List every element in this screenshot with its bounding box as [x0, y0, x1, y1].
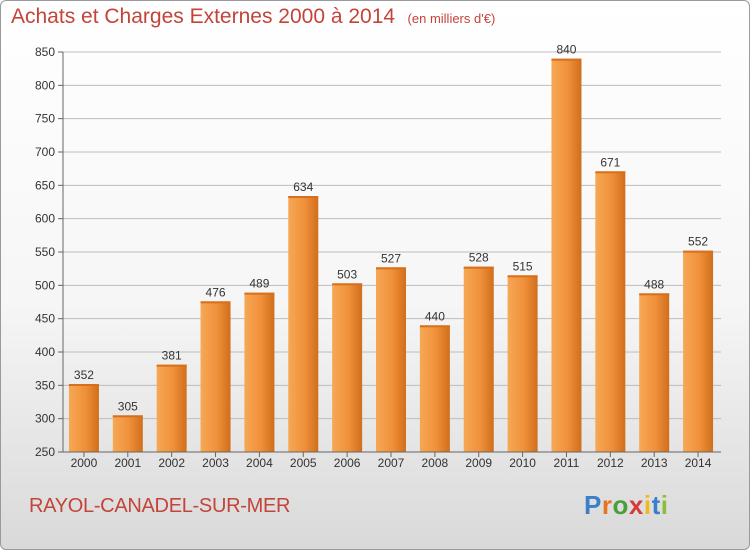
- x-tick-label: 2013: [641, 456, 668, 470]
- y-tick-label: 450: [35, 312, 55, 326]
- bar-2003: [200, 301, 231, 452]
- value-labels: 352 305 381 476 489 634 503 527 440 528 515 840 671 4…: [74, 43, 708, 414]
- chart-title-block: Achats et Charges Externes 2000 à 2014 (…: [11, 5, 495, 29]
- bar-top-edge: [376, 267, 406, 270]
- logo-letter: P: [584, 490, 602, 520]
- bar-2007: [376, 267, 406, 452]
- value-label-2009: 528: [469, 251, 489, 265]
- x-tick-label: 2010: [509, 456, 536, 470]
- logo-letter: t: [651, 490, 661, 520]
- y-tick-label: 800: [35, 78, 55, 92]
- bar-top-edge: [683, 250, 714, 253]
- x-tick-label: 2005: [290, 456, 317, 470]
- y-tick-label: 550: [35, 245, 55, 259]
- bar-2005: [288, 196, 319, 452]
- place-name: RAYOL-CANADEL-SUR-MER: [29, 495, 291, 517]
- bar-top-edge: [595, 171, 626, 174]
- x-tick-label: 2014: [685, 456, 712, 470]
- bar-top-edge: [419, 325, 450, 328]
- bars: [68, 58, 714, 453]
- bar-2013: [639, 293, 670, 452]
- bar-2014: [683, 250, 714, 452]
- y-tick-label: 600: [35, 212, 55, 226]
- bar-2009: [463, 266, 494, 452]
- y-tick-label: 750: [35, 112, 55, 126]
- bar-top-edge: [639, 293, 670, 296]
- logo-letter: r: [601, 490, 613, 520]
- x-tick-label: 2002: [158, 456, 185, 470]
- value-label-2008: 440: [425, 309, 445, 323]
- bar-top-edge: [200, 301, 231, 304]
- bar-top-edge: [288, 196, 319, 198]
- bar-top-edge: [332, 283, 363, 286]
- value-label-2006: 503: [337, 267, 357, 281]
- logo-letter: x: [628, 490, 644, 520]
- y-tick-label: 700: [35, 145, 55, 159]
- y-tick-label: 500: [35, 278, 55, 292]
- x-tick-label: 2003: [202, 456, 229, 470]
- logo-letter: o: [612, 490, 629, 520]
- x-tick-label: 2012: [597, 456, 624, 470]
- value-label-2002: 381: [162, 349, 182, 363]
- bar-2002: [156, 364, 187, 452]
- bar-2001: [112, 415, 143, 452]
- value-label-2005: 634: [293, 180, 313, 194]
- value-label-2011: 840: [556, 43, 576, 57]
- value-label-2003: 476: [206, 285, 226, 299]
- value-label-2001: 305: [118, 399, 138, 413]
- chart-title: Achats et Charges Externes 2000 à 2014: [11, 5, 396, 28]
- value-label-2000: 352: [74, 368, 94, 382]
- value-label-2014: 552: [688, 235, 708, 249]
- y-tick-label: 400: [35, 345, 55, 359]
- x-tick-label: 2009: [465, 456, 492, 470]
- bar-2006: [332, 283, 363, 452]
- y-tick-label: 250: [35, 445, 55, 459]
- bar-top-edge: [112, 415, 143, 418]
- bar-top-edge: [551, 58, 582, 61]
- bar-top-edge: [68, 384, 99, 386]
- x-tick-label: 2011: [554, 456, 580, 470]
- y-tick-label: 300: [35, 412, 55, 426]
- bar-2008: [419, 325, 450, 452]
- logo-letter: i: [643, 490, 652, 520]
- y-tick-label: 850: [35, 45, 55, 59]
- bar-chart: 250300350400450500550600650700750800850 …: [35, 43, 721, 470]
- y-tick-label: 650: [35, 178, 55, 192]
- bar-top-edge: [463, 266, 494, 269]
- bar-top-edge: [244, 292, 275, 295]
- value-label-2007: 527: [381, 251, 401, 265]
- x-tick-label: 2001: [114, 456, 141, 470]
- bar-2012: [595, 171, 626, 453]
- logo-letter: i: [660, 490, 669, 520]
- x-tick-label: 2006: [334, 456, 361, 470]
- value-label-2010: 515: [513, 259, 533, 273]
- bar-top-edge: [156, 364, 187, 367]
- chart-subtitle: (en milliers d'€): [407, 11, 496, 26]
- x-tick-label: 2000: [71, 456, 98, 470]
- x-axis: 2000 2001 2002 2003 2004 2005 2006 2007 2008 2009…: [63, 451, 721, 470]
- value-label-2013: 488: [644, 277, 664, 291]
- x-tick-label: 2007: [378, 456, 405, 470]
- bar-2011: [551, 58, 582, 453]
- proxiti-logo: Proxiti: [584, 490, 668, 521]
- x-tick-label: 2008: [422, 456, 449, 470]
- bar-2000: [68, 384, 99, 452]
- value-label-2012: 671: [600, 155, 620, 169]
- bar-2010: [507, 275, 538, 452]
- y-tick-label: 350: [35, 378, 55, 392]
- bar-top-edge: [507, 275, 538, 278]
- x-tick-label: 2004: [246, 456, 273, 470]
- y-axis: 250 300 350 400 450 500 550 600 650 700 750 800 850: [35, 45, 64, 459]
- bar-2004: [244, 292, 275, 452]
- value-label-2004: 489: [249, 277, 269, 291]
